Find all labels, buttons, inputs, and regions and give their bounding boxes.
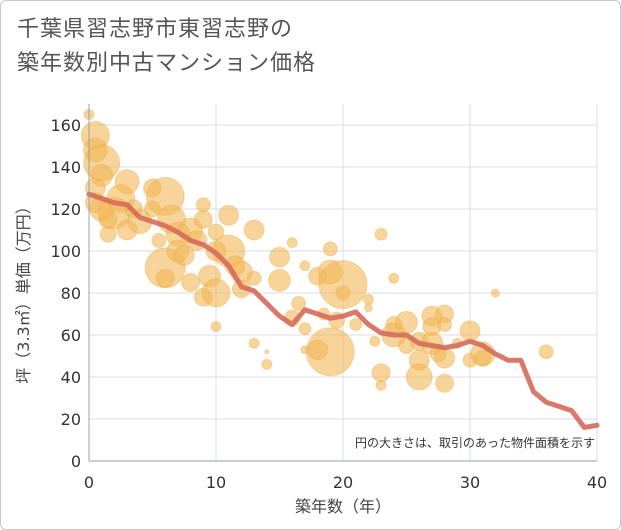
data-bubble [299,260,311,272]
data-bubble [207,223,225,241]
axes: 0 20 40 60 80 100 120 140 160 0 10 20 30 40 [50,104,607,492]
chart-title: 千葉県習志野市東習志野の 築年数別中古マンション価格 [17,17,317,76]
y-tick-label: 20 [61,410,81,429]
y-tick-label: 60 [61,326,81,345]
data-bubble [173,244,195,266]
data-bubble [490,288,500,298]
data-bubble [264,349,270,355]
x-tick-label: 10 [206,473,226,492]
data-bubble [246,270,262,286]
data-bubble [261,358,273,370]
data-bubble [437,317,453,332]
data-bubble [318,260,368,310]
data-bubble [362,293,374,305]
data-bubble [538,344,554,360]
data-bubble [405,363,433,391]
data-bubble [243,219,265,241]
data-bubble [371,363,391,383]
x-tick-label: 0 [84,473,94,492]
x-axis-label: 築年数（年） [295,497,391,516]
data-bubble [363,303,373,313]
bubbles [80,109,554,393]
data-bubble [395,310,418,334]
data-bubble [369,335,381,347]
trend-line-group [86,191,600,430]
size-note: 円の大きさは、取引のあった物件面積を示す [355,435,595,450]
data-bubble [375,379,387,391]
data-bubble [155,268,175,288]
data-bubble [291,296,307,311]
data-bubble [459,320,481,342]
y-tick-label: 160 [50,116,81,135]
trend-line [86,191,600,430]
data-bubble [201,278,231,308]
data-bubble [193,210,213,229]
y-tick-label: 40 [61,368,81,387]
data-bubble [474,349,492,367]
x-tick-label: 40 [587,473,607,492]
y-axis-label: 坪（3.3㎡）単価（万円） [14,198,33,383]
data-bubble [298,322,312,336]
data-bubble [218,204,240,226]
data-bubble [335,285,351,301]
data-bubble [322,241,338,257]
y-tick-label: 140 [50,158,81,177]
data-bubble [435,373,455,393]
x-tick-label: 20 [333,473,353,492]
y-tick-label: 0 [71,452,81,471]
data-bubble [286,237,298,249]
data-bubble [269,246,290,268]
data-bubble [248,337,260,349]
data-bubble [151,233,167,248]
y-tick-label: 100 [50,242,81,261]
data-bubble [349,318,363,331]
data-bubble [305,327,355,377]
y-tick-label: 80 [61,284,81,303]
data-bubble [195,197,211,213]
data-bubble [181,273,201,292]
data-bubble [434,347,456,369]
data-bubble [268,268,291,292]
data-bubble [374,227,388,241]
y-tick-label: 120 [50,200,81,219]
x-tick-label: 30 [460,473,480,492]
data-bubble [388,272,400,284]
data-bubble [114,169,140,195]
data-bubble [210,321,222,333]
